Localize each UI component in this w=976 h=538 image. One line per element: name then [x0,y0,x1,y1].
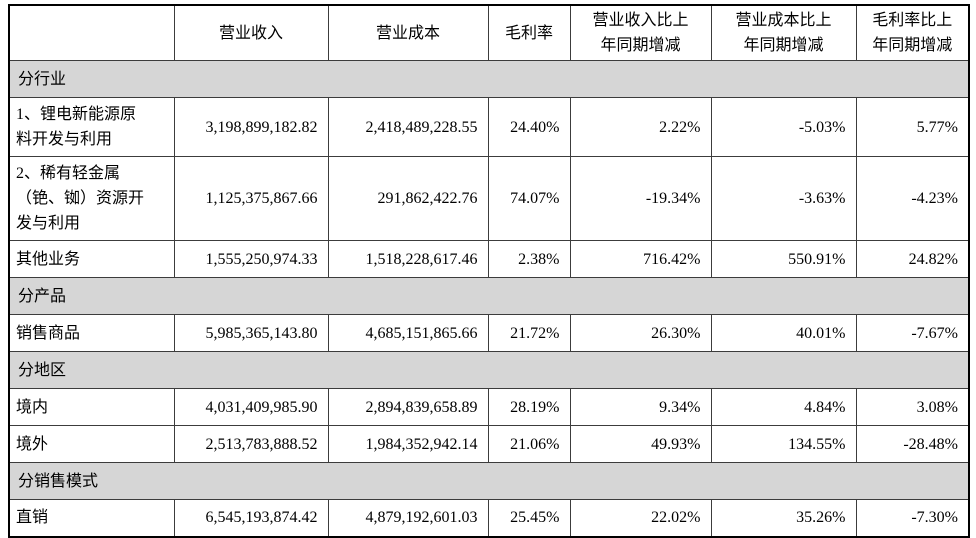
cell-value: 21.72% [487,314,571,352]
row-label: 1、锂电新能源原 料开发与利用 [8,97,175,157]
row-label: 境内 [8,388,175,426]
cell-value: -4.23% [855,156,970,241]
cell-value: 1,555,250,974.33 [173,240,329,278]
section-label: 分销售模式 [8,462,970,500]
section-label: 分产品 [8,277,970,315]
cell-value: 74.07% [487,156,571,241]
column-header: 毛利率比上 年同期增减 [855,4,970,61]
cell-value: 24.82% [855,240,970,278]
cell-value: -5.03% [710,97,857,157]
cell-value: -3.63% [710,156,857,241]
cell-value: 1,518,228,617.46 [327,240,489,278]
cell-value: 22.02% [569,499,712,537]
cell-value: 6,545,193,874.42 [173,499,329,537]
cell-value: 2,513,783,888.52 [173,425,329,463]
cell-value: 5.77% [855,97,970,157]
cell-value: 9.34% [569,388,712,426]
cell-value: 4,685,151,865.66 [327,314,489,352]
cell-value: 2.22% [569,97,712,157]
cell-value: 3,198,899,182.82 [173,97,329,157]
row-label: 其他业务 [8,240,175,278]
cell-value: 2,894,839,658.89 [327,388,489,426]
column-header: 营业成本 [327,4,489,61]
cell-value: 2,418,489,228.55 [327,97,489,157]
cell-value: 3.08% [855,388,970,426]
table-row: 境内 4,031,409,985.90 2,894,839,658.89 28.19%… [8,388,970,426]
row-label: 销售商品 [8,314,175,352]
cell-value: 28.19% [487,388,571,426]
cell-value: 40.01% [710,314,857,352]
cell-value: 21.06% [487,425,571,463]
table-body: 分行业 1、锂电新能源原 料开发与利用 3,198,899,182.82 2,418,… [8,60,970,537]
row-label: 直销 [8,499,175,537]
section-row: 分销售模式 [8,462,970,500]
cell-value: 49.93% [569,425,712,463]
cell-value: 716.42% [569,240,712,278]
cell-value: -7.67% [855,314,970,352]
cell-value: 24.40% [487,97,571,157]
cell-value: 4.84% [710,388,857,426]
table-header: 营业收入 营业成本 毛利率 营业收入比上 年同期增减 营业成本比上 年同期增减 毛利率比上… [8,4,970,61]
section-row: 分行业 [8,60,970,98]
cell-value: 1,125,375,867.66 [173,156,329,241]
column-header: 营业成本比上 年同期增减 [710,4,857,61]
section-label: 分行业 [8,60,970,98]
table-row: 销售商品 5,985,365,143.80 4,685,151,865.66 21.7… [8,314,970,352]
row-label: 境外 [8,425,175,463]
cell-value: -7.30% [855,499,970,537]
cell-value: 4,879,192,601.03 [327,499,489,537]
table-row: 直销 6,545,193,874.42 4,879,192,601.03 25.45%… [8,499,970,537]
cell-value: 291,862,422.76 [327,156,489,241]
corner-header-cell [8,4,175,61]
cell-value: -28.48% [855,425,970,463]
section-row: 分产品 [8,277,970,315]
column-header: 毛利率 [487,4,571,61]
cell-value: 134.55% [710,425,857,463]
cell-value: 35.26% [710,499,857,537]
header-row: 营业收入 营业成本 毛利率 营业收入比上 年同期增减 营业成本比上 年同期增减 毛利率比上… [8,4,970,61]
cell-value: 2.38% [487,240,571,278]
column-header: 营业收入比上 年同期增减 [569,4,712,61]
cell-value: 26.30% [569,314,712,352]
table-row: 2、稀有轻金属 （铯、铷）资源开 发与利用 1,125,375,867.66 291… [8,156,970,241]
cell-value: 5,985,365,143.80 [173,314,329,352]
cell-value: 550.91% [710,240,857,278]
cell-value: 25.45% [487,499,571,537]
cell-value: -19.34% [569,156,712,241]
section-row: 分地区 [8,351,970,389]
table-row: 境外 2,513,783,888.52 1,984,352,942.14 21.06%… [8,425,970,463]
financial-segment-table: 营业收入 营业成本 毛利率 营业收入比上 年同期增减 营业成本比上 年同期增减 毛利率比上… [8,4,970,538]
section-label: 分地区 [8,351,970,389]
cell-value: 1,984,352,942.14 [327,425,489,463]
column-header: 营业收入 [173,4,329,61]
table-row: 1、锂电新能源原 料开发与利用 3,198,899,182.82 2,418,489… [8,97,970,157]
row-label: 2、稀有轻金属 （铯、铷）资源开 发与利用 [8,156,175,241]
table-row: 其他业务 1,555,250,974.33 1,518,228,617.46 2.38… [8,240,970,278]
cell-value: 4,031,409,985.90 [173,388,329,426]
